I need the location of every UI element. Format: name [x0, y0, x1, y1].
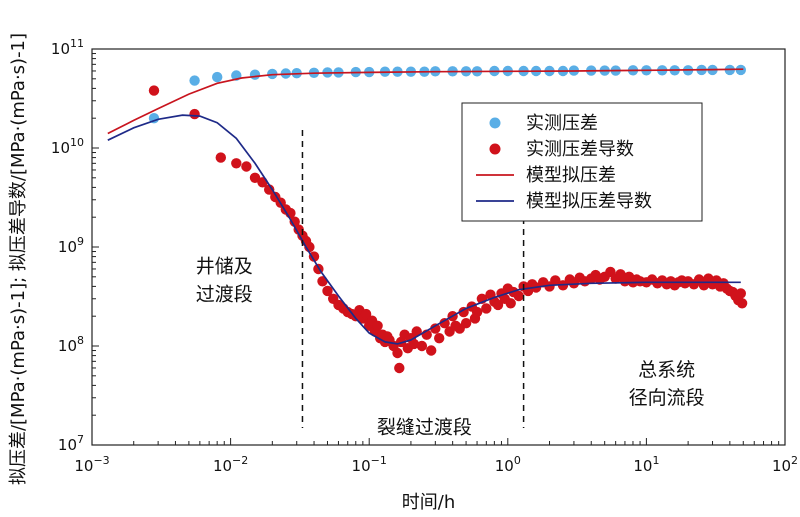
- x-tick-label: 101: [633, 454, 659, 475]
- data-point-series-1: [249, 172, 261, 183]
- data-point-series-1: [513, 290, 524, 302]
- data-point-series-1: [430, 323, 441, 334]
- x-tick-label: 10−3: [74, 454, 109, 475]
- data-point-series-0: [189, 75, 200, 86]
- legend-swatch-marker: [489, 117, 501, 129]
- regime-annotation: 径向流段: [629, 387, 705, 409]
- data-point-series-1: [360, 308, 372, 320]
- data-point-series-1: [241, 161, 252, 172]
- data-point-series-1: [434, 333, 445, 344]
- data-point-series-1: [231, 158, 242, 169]
- data-point-series-1: [471, 306, 483, 318]
- series-layer: [107, 64, 748, 374]
- data-point-series-1: [426, 345, 437, 356]
- x-tick-label: 10−2: [213, 454, 248, 475]
- x-tick-label: 10−1: [352, 454, 387, 475]
- legend-label: 实测压差: [526, 113, 598, 134]
- y-axis-label: 拟压差/[MPa·(mPa·s)-1]; 拟压差导数/[MPa·(mPa·s)-…: [8, 33, 29, 485]
- y-tick-label: 1010: [51, 136, 84, 157]
- data-point-series-1: [481, 303, 492, 314]
- data-point-series-1: [394, 362, 405, 374]
- legend-label: 实测压差导数: [526, 139, 634, 160]
- data-point-series-1: [458, 306, 469, 318]
- x-tick-label: 102: [772, 454, 798, 475]
- data-point-series-1: [439, 318, 450, 329]
- regime-annotation: 裂缝过渡段: [377, 417, 472, 439]
- data-point-series-1: [735, 288, 746, 299]
- y-tick-label: 1011: [51, 37, 84, 58]
- data-point-series-1: [416, 340, 428, 352]
- axes: 10−3 10−2 10−1 100 101 102 107 108 109 1010 1011 时间…: [8, 33, 798, 513]
- data-point-series-0: [212, 71, 223, 83]
- y-tick-label: 107: [58, 433, 84, 454]
- series-line-3: [107, 114, 741, 345]
- regime-annotation: 总系统: [638, 359, 695, 381]
- data-point-series-1: [460, 318, 472, 329]
- data-point-series-1: [148, 85, 160, 96]
- data-point-series-1: [264, 184, 275, 195]
- x-axis-label: 时间/h: [402, 492, 455, 513]
- legend-swatch-marker: [489, 143, 501, 155]
- data-point-series-0: [249, 69, 261, 80]
- data-point-series-1: [322, 285, 333, 297]
- regime-annotation: 井储及: [196, 256, 253, 278]
- legend-label: 模型拟压差: [526, 165, 616, 186]
- data-point-series-1: [505, 298, 516, 309]
- y-tick-label: 109: [58, 235, 84, 256]
- data-point-series-1: [408, 338, 420, 350]
- data-point-series-1: [372, 320, 383, 331]
- data-point-series-1: [189, 108, 200, 120]
- series-line-2: [107, 68, 744, 135]
- x-tick-label: 100: [495, 454, 521, 475]
- y-tick-label: 108: [58, 334, 84, 355]
- data-point-series-1: [736, 298, 748, 309]
- regime-annotation: 过渡段: [196, 284, 253, 306]
- data-point-series-1: [411, 326, 422, 337]
- data-point-series-1: [308, 251, 320, 262]
- data-point-series-1: [289, 216, 300, 227]
- data-point-series-1: [392, 347, 403, 359]
- data-point-series-1: [215, 152, 226, 163]
- data-point-series-1: [550, 275, 561, 286]
- legend-label: 模型拟压差导数: [526, 191, 652, 212]
- data-point-series-1: [492, 299, 504, 311]
